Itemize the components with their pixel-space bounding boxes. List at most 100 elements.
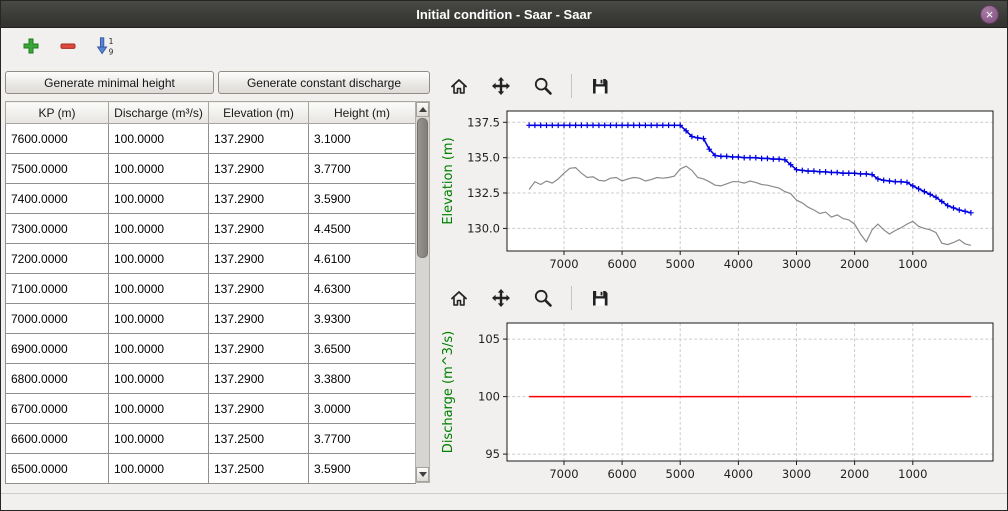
minus-icon bbox=[60, 43, 76, 49]
table-cell[interactable]: 137.2900 bbox=[208, 123, 309, 154]
table-cell[interactable]: 137.2500 bbox=[208, 423, 309, 454]
elevation-plot-toolbar bbox=[445, 69, 614, 103]
svg-text:130.0: 130.0 bbox=[467, 221, 500, 235]
table-cell[interactable]: 137.2900 bbox=[208, 393, 309, 424]
add-row-button[interactable] bbox=[18, 33, 44, 59]
svg-text:95: 95 bbox=[485, 447, 500, 461]
table-cell[interactable]: 4.4500 bbox=[308, 213, 416, 244]
pan-icon bbox=[492, 289, 510, 307]
table-cell[interactable]: 3.7700 bbox=[308, 423, 416, 454]
table-cell[interactable]: 3.7700 bbox=[308, 153, 416, 184]
table-cell[interactable]: 7000.0000 bbox=[5, 303, 109, 334]
table-cell[interactable]: 3.5900 bbox=[308, 453, 416, 484]
table-cell[interactable]: 6600.0000 bbox=[5, 423, 109, 454]
remove-row-button[interactable] bbox=[55, 33, 81, 59]
scroll-down-button[interactable] bbox=[416, 467, 429, 482]
up-arrow-icon bbox=[418, 107, 427, 112]
table-cell[interactable]: 137.2900 bbox=[208, 243, 309, 274]
table-cell[interactable]: 7200.0000 bbox=[5, 243, 109, 274]
close-button[interactable]: × bbox=[980, 5, 999, 24]
table-cell[interactable]: 100.0000 bbox=[108, 303, 209, 334]
table-cell[interactable]: 137.2900 bbox=[208, 273, 309, 304]
table-cell[interactable]: 137.2900 bbox=[208, 303, 309, 334]
table-cell[interactable]: 3.3800 bbox=[308, 363, 416, 394]
table-cell[interactable]: 7600.0000 bbox=[5, 123, 109, 154]
table-cell[interactable]: 3.1000 bbox=[308, 123, 416, 154]
svg-text:1000: 1000 bbox=[898, 467, 927, 481]
pan-icon bbox=[492, 77, 510, 95]
generate-constant-discharge-button[interactable]: Generate constant discharge bbox=[218, 71, 430, 94]
svg-text:100: 100 bbox=[478, 390, 500, 404]
save-figure-button[interactable] bbox=[586, 284, 614, 312]
table-row: 7600.0000 100.0000 137.2900 3.1000 bbox=[5, 123, 416, 154]
table-cell[interactable]: 6700.0000 bbox=[5, 393, 109, 424]
table-cell[interactable]: 6800.0000 bbox=[5, 363, 109, 394]
left-panel: Generate minimal height Generate constan… bbox=[1, 63, 433, 493]
sort-button[interactable]: 1 9 bbox=[92, 33, 118, 59]
table-cell[interactable]: 4.6300 bbox=[308, 273, 416, 304]
home-button[interactable] bbox=[445, 284, 473, 312]
discharge-chart[interactable]: 7000 6000 5000 4000 3000 2000 1000 95 100 105 Disc… bbox=[437, 317, 1005, 489]
column-header[interactable]: KP (m) bbox=[5, 101, 109, 124]
svg-text:4000: 4000 bbox=[724, 467, 753, 481]
table-cell[interactable]: 100.0000 bbox=[108, 363, 209, 394]
table-cell[interactable]: 7300.0000 bbox=[5, 213, 109, 244]
table-cell[interactable]: 100.0000 bbox=[108, 273, 209, 304]
status-bar bbox=[1, 493, 1007, 510]
table-cell[interactable]: 100.0000 bbox=[108, 213, 209, 244]
table-cell[interactable]: 100.0000 bbox=[108, 183, 209, 214]
table-cell[interactable]: 137.2900 bbox=[208, 213, 309, 244]
table-cell[interactable]: 6900.0000 bbox=[5, 333, 109, 364]
table-cell[interactable]: 100.0000 bbox=[108, 153, 209, 184]
close-icon: × bbox=[985, 7, 994, 22]
svg-text:137.5: 137.5 bbox=[467, 115, 500, 129]
svg-text:6000: 6000 bbox=[607, 467, 636, 481]
scrollbar-thumb[interactable] bbox=[417, 118, 428, 258]
column-header[interactable]: Elevation (m) bbox=[208, 101, 309, 124]
table-cell[interactable]: 137.2900 bbox=[208, 363, 309, 394]
column-header[interactable]: Height (m) bbox=[308, 101, 416, 124]
svg-text:2000: 2000 bbox=[840, 257, 869, 271]
table-row: 7100.0000 100.0000 137.2900 4.6300 bbox=[5, 273, 416, 304]
home-button[interactable] bbox=[445, 72, 473, 100]
table-row: 6900.0000 100.0000 137.2900 3.6500 bbox=[5, 333, 416, 364]
svg-text:7000: 7000 bbox=[549, 467, 578, 481]
table-cell[interactable]: 100.0000 bbox=[108, 333, 209, 364]
elevation-chart[interactable]: 7000 6000 5000 4000 3000 2000 1000 130.0 132.5 13… bbox=[437, 105, 1005, 279]
table-scrollbar[interactable] bbox=[415, 101, 430, 483]
zoom-button[interactable] bbox=[529, 284, 557, 312]
table-cell[interactable]: 6500.0000 bbox=[5, 453, 109, 484]
pan-button[interactable] bbox=[487, 284, 515, 312]
zoom-button[interactable] bbox=[529, 72, 557, 100]
sort-descending-icon: 1 9 bbox=[96, 37, 114, 56]
zoom-icon bbox=[534, 77, 552, 95]
table-cell[interactable]: 137.2500 bbox=[208, 453, 309, 484]
table-cell[interactable]: 100.0000 bbox=[108, 123, 209, 154]
table-cell[interactable]: 4.6100 bbox=[308, 243, 416, 274]
table-cell[interactable]: 3.5900 bbox=[308, 183, 416, 214]
table-cell[interactable]: 100.0000 bbox=[108, 393, 209, 424]
svg-text:2000: 2000 bbox=[840, 467, 869, 481]
table-cell[interactable]: 7500.0000 bbox=[5, 153, 109, 184]
table-body: 7600.0000 100.0000 137.2900 3.1000 7500.0000… bbox=[5, 123, 416, 484]
save-figure-button[interactable] bbox=[586, 72, 614, 100]
table-cell[interactable]: 100.0000 bbox=[108, 243, 209, 274]
table-cell[interactable]: 137.2900 bbox=[208, 333, 309, 364]
pan-button[interactable] bbox=[487, 72, 515, 100]
scroll-up-button[interactable] bbox=[416, 102, 429, 117]
table-cell[interactable]: 3.6500 bbox=[308, 333, 416, 364]
table-cell[interactable]: 137.2900 bbox=[208, 153, 309, 184]
table-cell[interactable]: 7400.0000 bbox=[5, 183, 109, 214]
svg-text:105: 105 bbox=[478, 332, 500, 346]
table-cell[interactable]: 3.0000 bbox=[308, 393, 416, 424]
generate-minimal-height-button[interactable]: Generate minimal height bbox=[5, 71, 214, 94]
table-cell[interactable]: 100.0000 bbox=[108, 453, 209, 484]
table-cell[interactable]: 137.2900 bbox=[208, 183, 309, 214]
table-cell[interactable]: 100.0000 bbox=[108, 423, 209, 454]
table-cell[interactable]: 7100.0000 bbox=[5, 273, 109, 304]
titlebar[interactable]: Initial condition - Saar - Saar × bbox=[1, 1, 1007, 28]
column-header[interactable]: Discharge (m³/s) bbox=[108, 101, 209, 124]
svg-text:3000: 3000 bbox=[782, 467, 811, 481]
table-cell[interactable]: 3.9300 bbox=[308, 303, 416, 334]
